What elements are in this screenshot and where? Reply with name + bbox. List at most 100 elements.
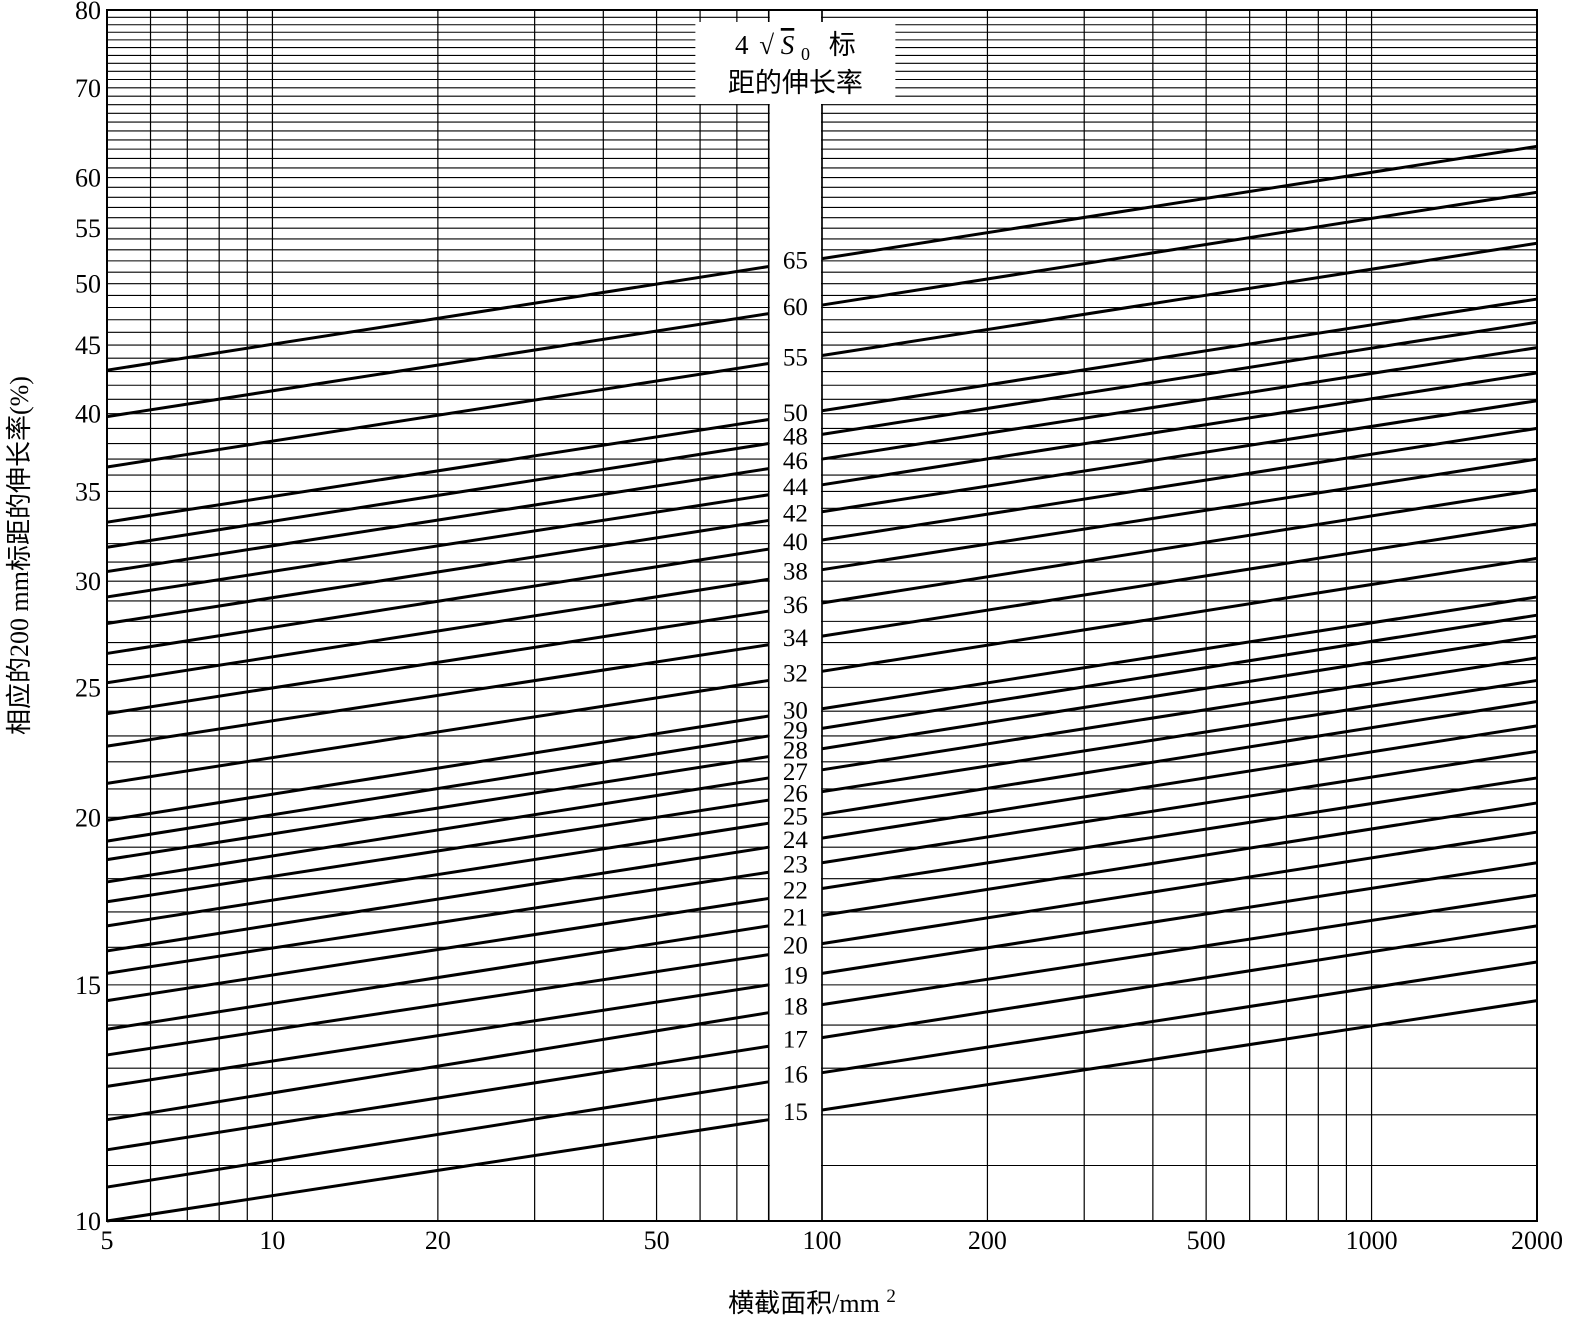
x-tick-label: 200 bbox=[968, 1226, 1007, 1255]
x-tick-label: 20 bbox=[425, 1226, 451, 1255]
series-line-right bbox=[821, 678, 1538, 794]
series-line-left bbox=[106, 493, 769, 599]
y-tick-label: 20 bbox=[75, 803, 101, 832]
series-title-prefix: 4 bbox=[735, 30, 749, 60]
series-label: 34 bbox=[783, 625, 809, 652]
series-line-right bbox=[821, 556, 1538, 673]
x-tick-label: 1000 bbox=[1346, 1226, 1398, 1255]
series-line-right bbox=[821, 776, 1538, 890]
series-title-line1: 4 √ S 0 标 bbox=[735, 30, 856, 66]
series-line-right bbox=[821, 297, 1538, 413]
series-line-right bbox=[821, 893, 1538, 1007]
y-tick-label: 30 bbox=[75, 567, 101, 596]
series-label: 46 bbox=[783, 448, 808, 475]
series-label: 16 bbox=[783, 1062, 808, 1089]
series-label: 19 bbox=[783, 962, 808, 989]
series-label: 25 bbox=[783, 803, 808, 830]
x-tick-label: 2000 bbox=[1511, 1226, 1563, 1255]
series-line-right bbox=[821, 999, 1538, 1112]
x-tick-label: 10 bbox=[259, 1226, 285, 1255]
series-line-right bbox=[821, 144, 1538, 261]
series-line-left bbox=[106, 1011, 769, 1122]
series-label: 65 bbox=[783, 248, 808, 275]
series-title-box bbox=[695, 22, 896, 104]
series-label: 60 bbox=[783, 294, 808, 321]
x-axis-title-sup: 2 bbox=[886, 1286, 896, 1307]
series-line-left bbox=[106, 983, 769, 1088]
series-line-left bbox=[106, 924, 769, 1031]
series-line-right bbox=[821, 724, 1538, 840]
series-line-left bbox=[106, 643, 769, 748]
series-line-left bbox=[106, 442, 769, 549]
series-label: 42 bbox=[783, 501, 808, 528]
series-line-left bbox=[106, 1080, 769, 1189]
series-line-right bbox=[821, 426, 1538, 542]
series-line-left bbox=[106, 1118, 769, 1223]
series-line-left bbox=[106, 518, 769, 625]
series-line-left bbox=[106, 821, 769, 928]
series-title-subscript: 0 bbox=[801, 44, 810, 64]
y-tick-label: 40 bbox=[75, 400, 101, 429]
x-axis-title: 横截面积/mm 2 bbox=[728, 1286, 896, 1318]
series-line-left bbox=[106, 870, 769, 975]
series-line-right bbox=[821, 522, 1538, 638]
series-label: 29 bbox=[783, 717, 808, 744]
series-line-right bbox=[821, 700, 1538, 816]
y-tick-label: 35 bbox=[75, 477, 101, 506]
series-line-right bbox=[821, 613, 1538, 730]
y-tick-label: 55 bbox=[75, 214, 101, 243]
x-axis-title-text: 横截面积/mm bbox=[728, 1289, 880, 1318]
series-line-left bbox=[106, 467, 769, 574]
series-line-left bbox=[106, 547, 769, 655]
series-line-left bbox=[106, 418, 769, 524]
series-line-right bbox=[821, 371, 1538, 487]
series-label: 50 bbox=[783, 400, 808, 427]
series-line-right bbox=[821, 801, 1538, 917]
center-gap bbox=[769, 11, 821, 1220]
series-line-right bbox=[821, 241, 1538, 358]
y-tick-label: 10 bbox=[75, 1207, 101, 1236]
series-line-left bbox=[106, 312, 769, 419]
series-label: 44 bbox=[783, 474, 809, 501]
series-label: 26 bbox=[783, 781, 808, 808]
y-tick-label: 60 bbox=[75, 164, 101, 193]
series-line-left bbox=[106, 734, 769, 843]
series-line-left bbox=[106, 845, 769, 953]
series-label: 22 bbox=[783, 877, 808, 904]
series-line-left bbox=[106, 361, 769, 469]
series-line-left bbox=[106, 609, 769, 716]
series-label: 21 bbox=[783, 904, 808, 931]
series-line-right bbox=[821, 399, 1538, 514]
y-tick-label: 70 bbox=[75, 74, 101, 103]
y-tick-labels: 10 15 20 25 30 35 40 45 50 55 60 70 80 bbox=[75, 0, 101, 1236]
x-tick-label: 5 bbox=[101, 1226, 114, 1255]
series-line-right bbox=[821, 749, 1538, 865]
y-axis-title: 相应的200 mm标距的伸长率(%) bbox=[5, 376, 34, 735]
series-line-left bbox=[106, 678, 769, 785]
series-line-right bbox=[821, 861, 1538, 975]
series-line-right bbox=[821, 960, 1538, 1075]
series-title: 4 √ S 0 标 距的伸长率 bbox=[728, 30, 863, 98]
series-label: 20 bbox=[783, 933, 808, 960]
series-label: 40 bbox=[783, 529, 808, 556]
series-label: 24 bbox=[783, 827, 809, 854]
x-tick-label: 100 bbox=[803, 1226, 842, 1255]
series-line-right bbox=[821, 346, 1538, 461]
x-tick-labels: 5 10 20 50 100 200 500 1000 2000 bbox=[101, 1226, 1564, 1255]
y-tick-label: 15 bbox=[75, 971, 101, 1000]
series-lines bbox=[106, 144, 1538, 1223]
series-line-left bbox=[106, 953, 769, 1057]
series-title-line2: 距的伸长率 bbox=[728, 68, 863, 98]
series-line-left bbox=[106, 577, 769, 685]
y-tick-label: 25 bbox=[75, 673, 101, 702]
series-label: 36 bbox=[783, 592, 808, 619]
series-line-right bbox=[821, 488, 1538, 605]
series-title-symbol: S bbox=[781, 30, 795, 60]
series-line-right bbox=[821, 656, 1538, 772]
series-label: 27 bbox=[783, 759, 808, 786]
series-label: 55 bbox=[783, 345, 808, 372]
series-line-right bbox=[821, 595, 1538, 711]
y-tick-label: 50 bbox=[75, 270, 101, 299]
